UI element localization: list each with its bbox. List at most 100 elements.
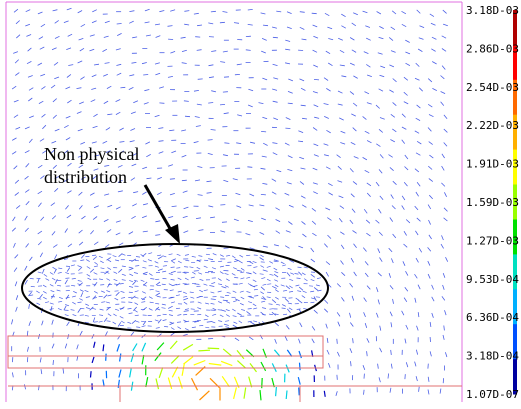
field-vector (353, 181, 357, 184)
field-vector (352, 50, 356, 53)
field-vector (25, 280, 28, 284)
field-vector (226, 315, 230, 317)
field-vector (178, 261, 182, 263)
field-vector (143, 231, 148, 232)
field-vector (106, 291, 110, 292)
field-vector (171, 355, 179, 363)
field-vector (303, 291, 307, 292)
field-vector (285, 336, 287, 341)
field-vector (65, 272, 69, 273)
field-vector (171, 271, 176, 273)
field-vector (248, 309, 252, 310)
field-vector (353, 338, 354, 343)
field-vector (168, 165, 173, 167)
field-vector (444, 218, 448, 221)
field-vector (324, 116, 329, 118)
field-vector (224, 324, 229, 325)
field-vector (78, 266, 82, 267)
field-vector (416, 192, 419, 196)
field-vector (197, 167, 202, 168)
field-vector (313, 128, 317, 131)
field-vector (281, 285, 285, 286)
field-vector (142, 63, 147, 64)
field-vector (226, 302, 230, 304)
field-vector (302, 205, 306, 208)
field-vector (406, 362, 408, 367)
field-vector (64, 125, 68, 127)
field-vector (211, 292, 215, 293)
field-vector (263, 270, 268, 272)
field-vector (55, 255, 57, 259)
field-vector (157, 315, 161, 316)
field-vector (324, 78, 328, 81)
field-vector (158, 256, 162, 259)
field-vector (150, 302, 154, 303)
field-vector (390, 140, 394, 142)
field-vector (287, 272, 290, 276)
field-vector (249, 194, 254, 196)
field-vector (376, 313, 378, 318)
field-vector (16, 21, 20, 24)
field-vector (288, 222, 292, 225)
field-vector (312, 326, 315, 330)
field-vector (353, 76, 357, 79)
field-vector (25, 176, 29, 179)
field-vector (379, 232, 383, 236)
field-vector (220, 104, 225, 105)
field-vector (29, 257, 32, 261)
field-vector (428, 390, 429, 395)
field-vector (53, 245, 57, 248)
annotation-text-line1: Non physical (44, 144, 139, 164)
field-vector (236, 206, 241, 208)
field-vector (298, 377, 300, 385)
field-vector (54, 269, 56, 273)
field-vector (341, 26, 345, 29)
field-vector (42, 125, 46, 129)
field-vector (443, 24, 448, 26)
field-vector (191, 277, 195, 278)
field-vector (120, 316, 124, 318)
field-vector (37, 303, 41, 305)
field-vector (143, 204, 148, 205)
field-vector (240, 291, 244, 292)
field-vector (429, 179, 433, 182)
field-vector (103, 74, 108, 76)
field-vector (80, 260, 84, 261)
field-vector (226, 279, 229, 281)
field-vector (340, 65, 345, 66)
field-vector (314, 287, 318, 290)
field-vector (442, 36, 446, 38)
field-vector (417, 10, 421, 14)
field-vector (36, 291, 39, 293)
field-vector (55, 36, 60, 38)
field-vector (168, 306, 173, 308)
field-vector (283, 314, 287, 315)
field-vector (241, 297, 245, 299)
field-vector (254, 289, 258, 290)
field-vector (341, 245, 344, 249)
field-vector (192, 378, 198, 390)
field-vector (288, 79, 293, 81)
field-vector (366, 220, 370, 223)
field-vector (129, 268, 134, 270)
field-vector (42, 269, 44, 274)
field-vector (326, 167, 330, 169)
field-vector (121, 321, 125, 323)
field-vector (289, 279, 293, 280)
field-vector (432, 88, 436, 90)
field-vector (50, 284, 54, 286)
field-vector (353, 103, 357, 106)
field-vector (87, 274, 90, 276)
field-vector (119, 370, 121, 378)
field-vector (178, 291, 182, 292)
field-vector (208, 103, 213, 104)
field-vector (204, 284, 208, 285)
field-vector (122, 280, 126, 281)
field-vector (239, 321, 242, 323)
field-vector (218, 278, 221, 280)
field-vector (192, 272, 195, 274)
field-vector (391, 195, 394, 199)
field-vector (234, 322, 238, 324)
field-vector (312, 221, 316, 224)
field-vector (159, 367, 163, 377)
